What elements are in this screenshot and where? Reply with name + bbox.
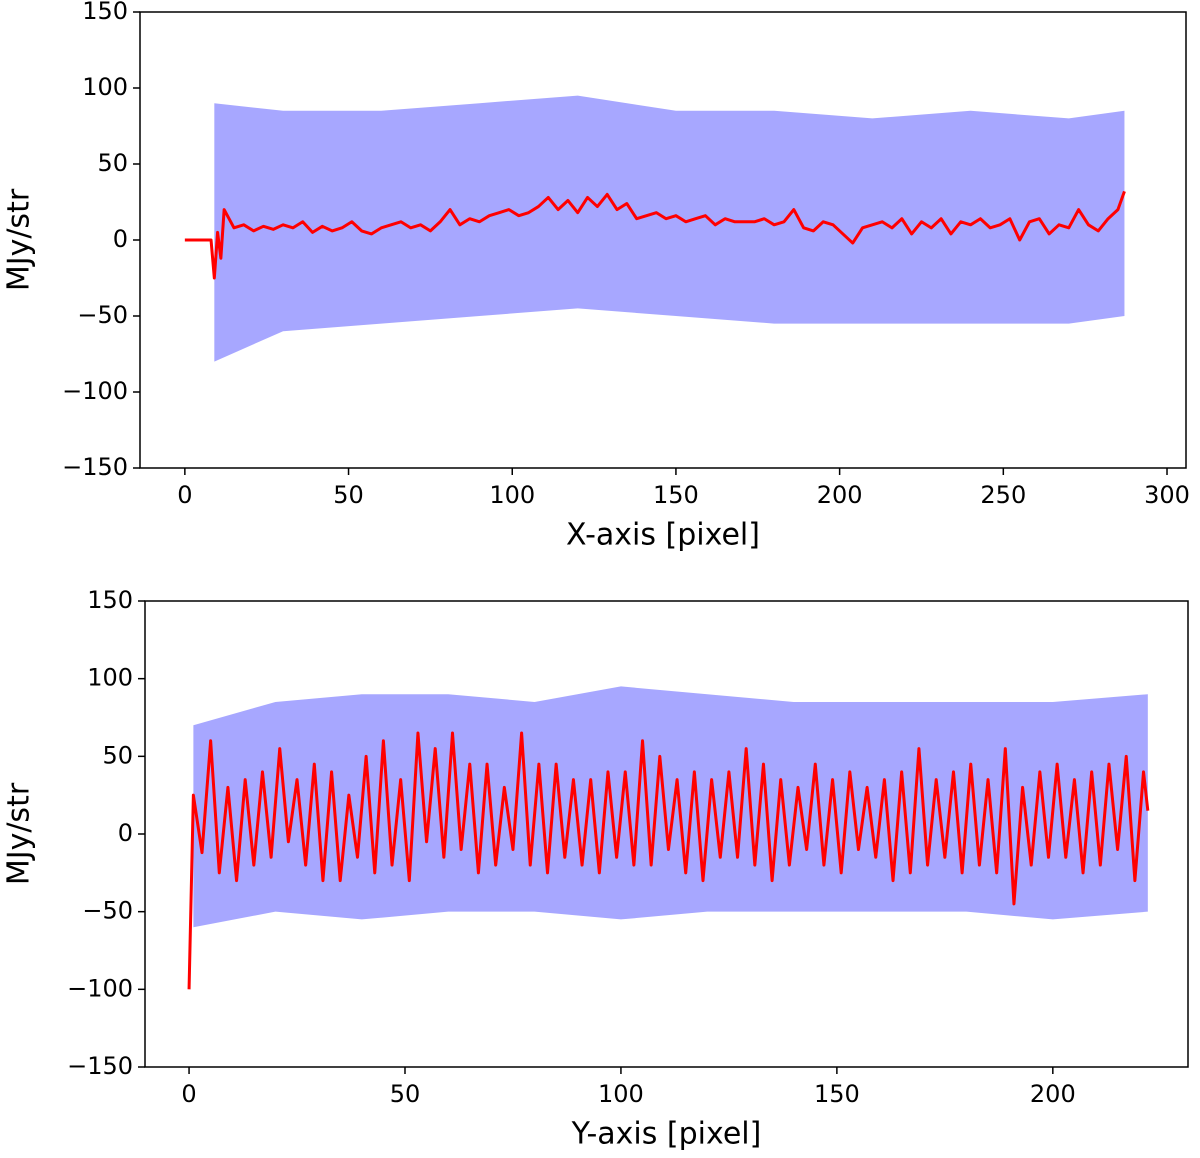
x-tick-label: 100 (598, 1080, 644, 1108)
x-tick-label: 300 (1144, 481, 1190, 509)
x-tick-label: 100 (489, 481, 535, 509)
x-tick-label: 150 (814, 1080, 860, 1108)
y-tick-label: −50 (82, 897, 133, 925)
x-tick-label: 50 (333, 481, 364, 509)
y-tick-label: 0 (113, 225, 128, 253)
x-tick-label: 0 (181, 1080, 196, 1108)
y-tick-label: −100 (62, 377, 128, 405)
profile-line (187, 731, 1150, 990)
y-tick-label: −150 (67, 1052, 133, 1080)
profile-line (184, 190, 1126, 280)
y-tick-label: 0 (118, 819, 133, 847)
plot-area (187, 686, 1150, 990)
y-tick-label: 50 (97, 149, 128, 177)
y-tick-label: 100 (87, 664, 133, 692)
x-tick-label: 200 (1030, 1080, 1076, 1108)
y-tick-label: −50 (77, 301, 128, 329)
x-tick-label: 0 (177, 481, 192, 509)
spread-band (214, 95, 1125, 362)
x-tick-label: 150 (653, 481, 699, 509)
x-axis-label: Y-axis [pixel] (571, 1117, 762, 1152)
x-tick-label: 250 (980, 481, 1026, 509)
x-tick-label: 200 (817, 481, 863, 509)
x-tick-label: 50 (390, 1080, 421, 1108)
y-tick-label: −100 (67, 974, 133, 1002)
y-axis-label: MJy/str (2, 782, 37, 885)
plot-area (184, 95, 1126, 362)
y-tick-label: 150 (82, 0, 128, 25)
y-tick-label: 150 (87, 586, 133, 614)
x-axis-label: X-axis [pixel] (566, 518, 760, 553)
y-axis-label: MJy/str (2, 188, 37, 291)
y-tick-label: −150 (62, 453, 128, 481)
y-tick-label: 100 (82, 73, 128, 101)
spread-band (193, 686, 1148, 928)
y-tick-label: 50 (102, 741, 133, 769)
